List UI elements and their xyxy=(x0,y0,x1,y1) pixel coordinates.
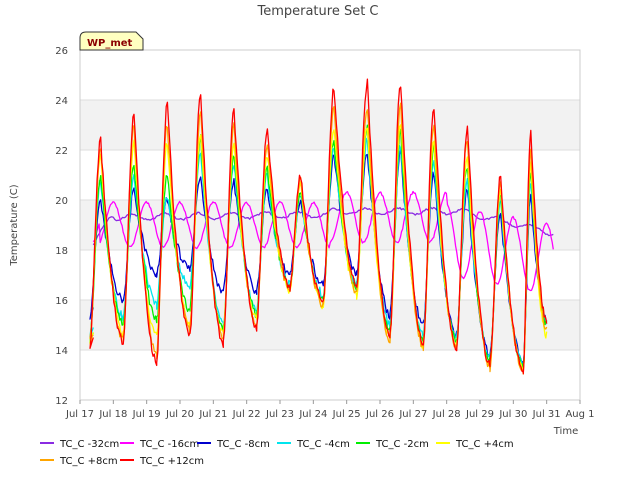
x-tick-label: Jul 18 xyxy=(98,409,127,420)
chart-title: Temperature Set C xyxy=(256,4,378,19)
y-tick-label: 22 xyxy=(55,146,68,157)
x-axis-label: Time xyxy=(553,426,578,437)
series-line-tc-c-16cm xyxy=(92,190,554,292)
x-tick-label: Jul 25 xyxy=(332,409,361,420)
x-tick-label: Aug 1 xyxy=(565,409,594,420)
y-tick-label: 20 xyxy=(55,196,68,207)
x-tick-label: Jul 29 xyxy=(465,409,494,420)
x-tick-label: Jul 27 xyxy=(398,409,427,420)
y-tick-labels: 12 14 16 18 20 22 24 26 xyxy=(55,46,68,407)
legend-label: TC_C -16cm xyxy=(139,439,199,450)
series-line-tc-c-12cm xyxy=(89,78,548,375)
legend-label: TC_C -8cm xyxy=(216,439,270,450)
y-tick-label: 24 xyxy=(55,96,68,107)
x-tick-label: Jul 19 xyxy=(132,409,161,420)
x-tick-label: Jul 24 xyxy=(298,409,327,420)
x-tick-label: Jul 20 xyxy=(165,409,194,420)
plot-frame xyxy=(79,49,581,401)
x-tick-label: Jul 22 xyxy=(232,409,261,420)
legend-label: TC_C -32cm xyxy=(59,439,119,450)
legend-label: TC_C -2cm xyxy=(375,439,429,450)
legend-label: TC_C +4cm xyxy=(455,439,514,450)
legend: TC_C -32cm TC_C -16cm TC_C -8cm TC_C -4cm TC… xyxy=(40,439,514,467)
x-tick-label: Jul 28 xyxy=(432,409,461,420)
series-lines xyxy=(89,78,554,375)
legend-label: TC_C -4cm xyxy=(296,439,350,450)
y-tick-label: 14 xyxy=(55,346,68,357)
wp-met-badge: WP_met xyxy=(79,31,144,51)
y-tick-label: 26 xyxy=(55,46,68,57)
x-tick-label: Jul 17 xyxy=(65,409,94,420)
legend-label: TC_C +8cm xyxy=(59,456,118,467)
x-tick-label: Jul 31 xyxy=(532,409,561,420)
x-tick-label: Jul 30 xyxy=(498,409,527,420)
badge-label: WP_met xyxy=(87,38,133,49)
x-tick-label: Jul 23 xyxy=(265,409,294,420)
plot-band-0 xyxy=(80,300,580,350)
x-tick-label: Jul 21 xyxy=(198,409,227,420)
y-tick-label: 16 xyxy=(55,296,68,307)
badge-shape xyxy=(79,31,144,51)
y-tick-label: 18 xyxy=(55,246,68,257)
legend-label: TC_C +12cm xyxy=(139,456,204,467)
y-axis-label: Temperature (C) xyxy=(9,184,20,266)
x-tick-labels: Jul 17 Jul 18 Jul 19 Jul 20 Jul 21 Jul 22 Jul … xyxy=(65,400,595,420)
y-tick-label: 12 xyxy=(55,396,68,407)
x-tick-label: Jul 26 xyxy=(365,409,394,420)
